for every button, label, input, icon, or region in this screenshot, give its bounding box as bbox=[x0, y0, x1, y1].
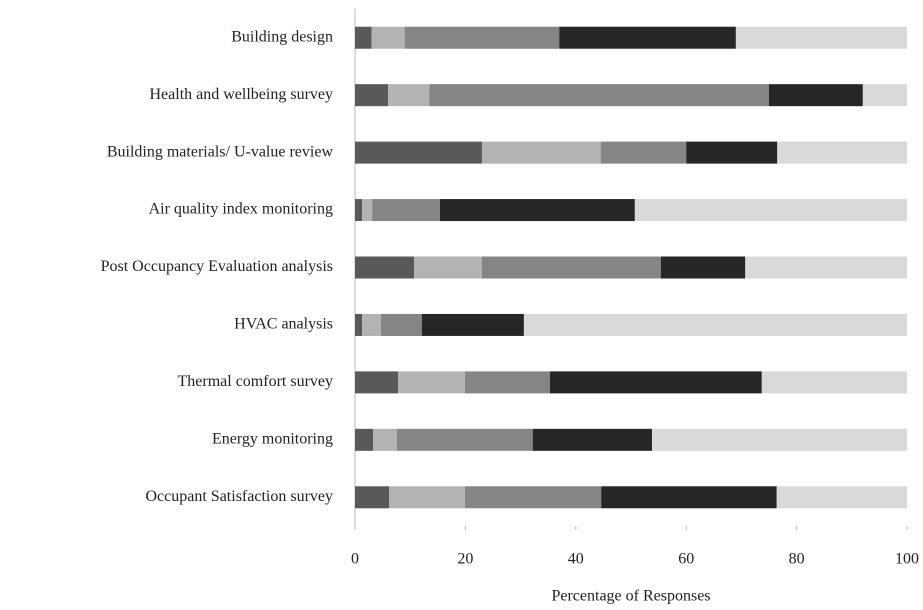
bar-segment bbox=[464, 371, 550, 394]
bar-segment bbox=[355, 141, 482, 164]
bar-segment bbox=[429, 84, 769, 107]
y-tick-label: Occupant Satisfaction survey bbox=[146, 488, 334, 505]
y-tick-label: Air quality index monitoring bbox=[149, 201, 333, 218]
bar-segment bbox=[464, 486, 602, 509]
y-tick-label: HVAC analysis bbox=[234, 316, 333, 333]
x-tick-label: 80 bbox=[789, 551, 805, 568]
y-tick-label: Building materials/ U-value review bbox=[107, 143, 334, 160]
bar-segment bbox=[355, 313, 363, 336]
bar-segment bbox=[481, 256, 661, 279]
bar-segment bbox=[362, 199, 373, 222]
bar-segment bbox=[481, 141, 601, 164]
bar-segment bbox=[601, 486, 777, 509]
bar-segment bbox=[372, 199, 441, 222]
bar-segment bbox=[371, 26, 405, 49]
y-tick-label: Health and wellbeing survey bbox=[150, 86, 334, 103]
bar-segment bbox=[355, 428, 374, 451]
bar-segment bbox=[600, 141, 687, 164]
bar-segment bbox=[686, 141, 778, 164]
bar-segment bbox=[769, 84, 863, 107]
bar-segment bbox=[559, 26, 736, 49]
bar-segment bbox=[355, 371, 399, 394]
bar-segment bbox=[362, 313, 381, 336]
y-tick-label: Energy monitoring bbox=[212, 431, 333, 448]
bar-segment bbox=[355, 256, 415, 279]
x-axis-label: Percentage of Responses bbox=[551, 588, 710, 605]
bar-segment bbox=[862, 84, 907, 107]
bar-segment bbox=[634, 199, 907, 222]
bar-segment bbox=[355, 199, 363, 222]
bar-segment bbox=[735, 26, 907, 49]
bar-segment bbox=[421, 313, 524, 336]
x-tick-label: 60 bbox=[678, 551, 694, 568]
x-tick-label: 0 bbox=[351, 551, 359, 568]
bar-segment bbox=[777, 141, 907, 164]
x-tick-label: 100 bbox=[895, 551, 919, 568]
bar-segment bbox=[761, 371, 907, 394]
bar-segment bbox=[373, 428, 397, 451]
bar-segment bbox=[388, 84, 430, 107]
y-tick-label: Post Occupancy Evaluation analysis bbox=[101, 258, 333, 275]
x-tick-label: 20 bbox=[457, 551, 473, 568]
bar-segment bbox=[396, 428, 533, 451]
bar-segment bbox=[440, 199, 635, 222]
bar-segment bbox=[380, 313, 422, 336]
bar-segment bbox=[355, 84, 389, 107]
y-tick-label: Building design bbox=[231, 28, 333, 45]
x-tick-label: 40 bbox=[568, 551, 584, 568]
bar-segment bbox=[745, 256, 907, 279]
bar-segment bbox=[389, 486, 465, 509]
bar-segment bbox=[532, 428, 652, 451]
bar-segment bbox=[776, 486, 907, 509]
bar-segment bbox=[355, 26, 372, 49]
bar-segment bbox=[523, 313, 907, 336]
bar-segment bbox=[549, 371, 762, 394]
bar-segment bbox=[398, 371, 465, 394]
y-tick-label: Thermal comfort survey bbox=[178, 373, 334, 390]
bar-segment bbox=[414, 256, 482, 279]
bar-segment bbox=[660, 256, 746, 279]
bar-segment bbox=[355, 486, 390, 509]
bar-segment bbox=[404, 26, 560, 49]
bar-segment bbox=[651, 428, 907, 451]
